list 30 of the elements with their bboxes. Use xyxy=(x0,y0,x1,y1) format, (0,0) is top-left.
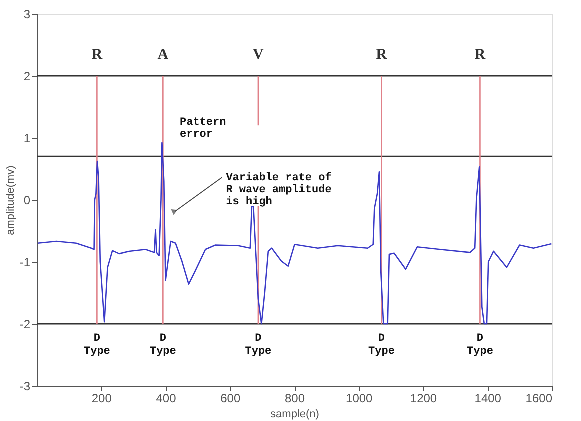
line-series xyxy=(37,142,552,325)
annotation: A xyxy=(158,47,169,63)
x-tick-label: 1200 xyxy=(410,392,438,406)
x-tick-label: 1600 xyxy=(526,392,553,406)
y-axis-title: amplitude(mv) xyxy=(4,166,17,236)
x-axis-title: sample(n) xyxy=(270,408,320,420)
x-tick-label: 400 xyxy=(156,392,177,406)
y-tick-label: 1 xyxy=(24,132,31,146)
x-tick-label: 600 xyxy=(220,392,241,406)
x-tick-label: 800 xyxy=(284,392,306,406)
y-tick-label: 2 xyxy=(24,70,31,84)
annotation: R xyxy=(92,47,103,63)
annotation: D Type xyxy=(368,333,396,358)
x-tick-label: 1400 xyxy=(474,392,502,406)
y-tick-label: -2 xyxy=(20,318,31,332)
annotation: D Type xyxy=(150,333,177,358)
annotation: D Type xyxy=(84,333,111,358)
annotation: Variable rate of R wave amplitude is high xyxy=(226,172,332,209)
annotation: D Type xyxy=(245,333,272,358)
annotation: Pattern error xyxy=(180,117,226,141)
x-tick-label: 1000 xyxy=(346,392,374,406)
annotation: R xyxy=(474,47,486,63)
annotation: D Type xyxy=(467,333,494,358)
annotation: R xyxy=(376,47,388,63)
y-tick-label: -1 xyxy=(20,256,31,270)
y-tick-label: 3 xyxy=(24,8,31,22)
y-tick-label: -3 xyxy=(20,380,31,394)
x-tick-label: 200 xyxy=(92,392,112,406)
annotation: V xyxy=(253,47,264,63)
y-tick-label: 0 xyxy=(24,194,31,208)
